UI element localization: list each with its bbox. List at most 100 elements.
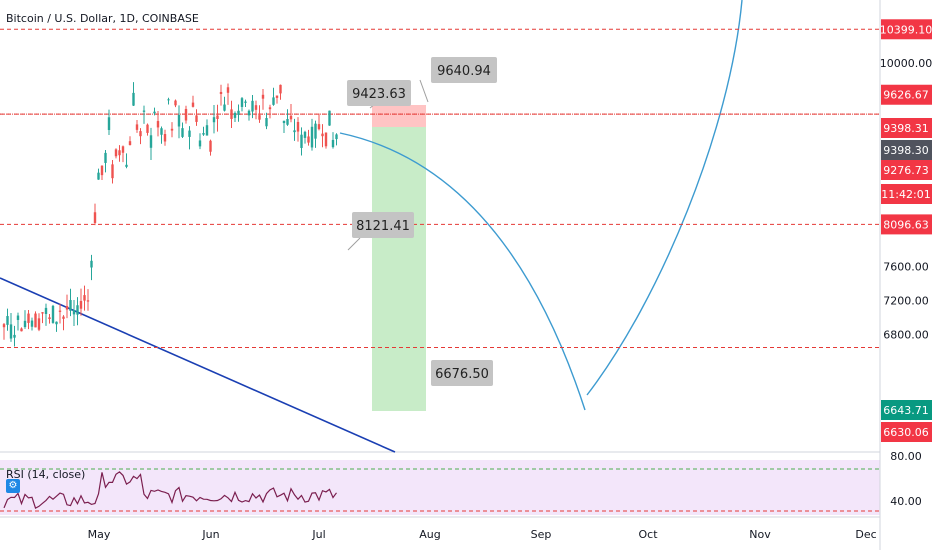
price-label-text: 6643.71 xyxy=(883,404,929,417)
candle xyxy=(205,119,209,136)
candle xyxy=(247,109,251,121)
candle xyxy=(314,120,317,148)
candle xyxy=(69,288,72,317)
candle xyxy=(170,122,174,138)
candle xyxy=(233,111,237,123)
candle xyxy=(258,105,261,123)
candle xyxy=(62,315,65,331)
candle xyxy=(289,103,293,123)
y-tick-label: 7600.00 xyxy=(883,260,929,273)
candle xyxy=(79,288,83,316)
price-label: 6643.71 xyxy=(881,400,932,420)
candle xyxy=(324,132,328,149)
candle xyxy=(191,95,195,108)
y-tick-label: 10000.00 xyxy=(880,57,932,70)
x-tick-label: May xyxy=(88,528,111,541)
candle xyxy=(216,104,219,132)
candle xyxy=(240,97,244,112)
candle xyxy=(37,313,41,332)
candle xyxy=(48,313,51,324)
candle xyxy=(118,145,121,162)
candle xyxy=(195,109,198,126)
projection-curve-down[interactable] xyxy=(339,132,586,411)
candle xyxy=(153,107,156,116)
candle xyxy=(41,312,44,324)
profit-zone[interactable] xyxy=(372,127,426,411)
candle xyxy=(181,122,184,138)
rsi-tick-label: 40.00 xyxy=(890,495,922,508)
callout-entry[interactable]: 9423.63 xyxy=(347,80,411,106)
candle xyxy=(139,128,142,145)
candle xyxy=(135,120,139,133)
candle xyxy=(156,111,160,137)
x-tick-label: Sep xyxy=(531,528,552,541)
candle xyxy=(335,133,338,146)
candle xyxy=(244,99,247,108)
price-label: 11:42:01 xyxy=(881,184,932,204)
candle xyxy=(275,95,279,104)
candle xyxy=(121,145,125,163)
callout-entry-text: 9423.63 xyxy=(352,87,406,102)
candle xyxy=(272,87,275,106)
indicator-settings-icon[interactable]: ⚙ xyxy=(6,479,20,493)
candle xyxy=(20,327,23,332)
rsi-pane xyxy=(0,460,880,515)
rsi-line xyxy=(3,471,337,509)
price-label: 10399.10 xyxy=(880,19,932,40)
candle xyxy=(184,105,188,124)
projection-curve-up[interactable] xyxy=(586,0,743,396)
rsi-tick-label: 80.00 xyxy=(890,450,922,463)
callout-mid-text: 8121.41 xyxy=(356,219,410,234)
candle xyxy=(251,94,254,119)
candle xyxy=(160,126,163,144)
rsi-label: RSI (14, close) xyxy=(6,468,86,481)
callout-stop[interactable]: 9640.94 xyxy=(431,57,497,83)
callout-target-text: 6676.50 xyxy=(435,367,489,382)
candle xyxy=(9,313,13,342)
candle xyxy=(114,148,118,159)
callout-target[interactable]: 6676.50 xyxy=(431,360,493,386)
candle xyxy=(51,304,55,324)
candle xyxy=(286,109,289,126)
candle xyxy=(55,321,58,332)
candle xyxy=(268,104,272,119)
callout-leader xyxy=(419,79,429,103)
candle xyxy=(76,297,79,326)
candle xyxy=(223,96,226,112)
candle xyxy=(58,303,62,324)
price-label: 9398.31 xyxy=(881,118,932,138)
candle xyxy=(177,105,181,139)
price-label: 8096.63 xyxy=(881,214,932,235)
price-label: 9626.67 xyxy=(881,84,932,105)
y-tick-label: 6800.00 xyxy=(883,328,929,341)
price-label-text: 9398.30 xyxy=(883,144,929,157)
price-label-text: 10399.10 xyxy=(880,23,932,36)
candle xyxy=(307,129,310,146)
candle xyxy=(261,88,265,110)
candle xyxy=(6,308,9,331)
candle xyxy=(331,132,335,149)
candle xyxy=(321,124,324,148)
candle xyxy=(132,82,135,106)
candle xyxy=(230,100,233,128)
candle xyxy=(149,127,153,161)
candle xyxy=(44,303,48,326)
price-label-text: 9626.67 xyxy=(883,89,929,102)
callout-mid[interactable]: 8121.41 xyxy=(352,212,414,238)
candle xyxy=(90,254,93,281)
stop-zone[interactable] xyxy=(372,105,426,127)
candle xyxy=(23,310,27,329)
candle xyxy=(65,294,69,319)
candle xyxy=(2,323,6,340)
candle xyxy=(219,84,223,106)
price-label: 6630.06 xyxy=(881,422,932,442)
candle xyxy=(100,165,104,181)
candle xyxy=(97,168,100,180)
price-label-text: 9276.73 xyxy=(883,164,929,177)
candle xyxy=(125,153,128,169)
x-tick-label: Oct xyxy=(638,528,658,541)
price-label-text: 8096.63 xyxy=(883,218,929,231)
candle xyxy=(317,113,321,131)
price-label: 9398.30 xyxy=(881,140,932,160)
